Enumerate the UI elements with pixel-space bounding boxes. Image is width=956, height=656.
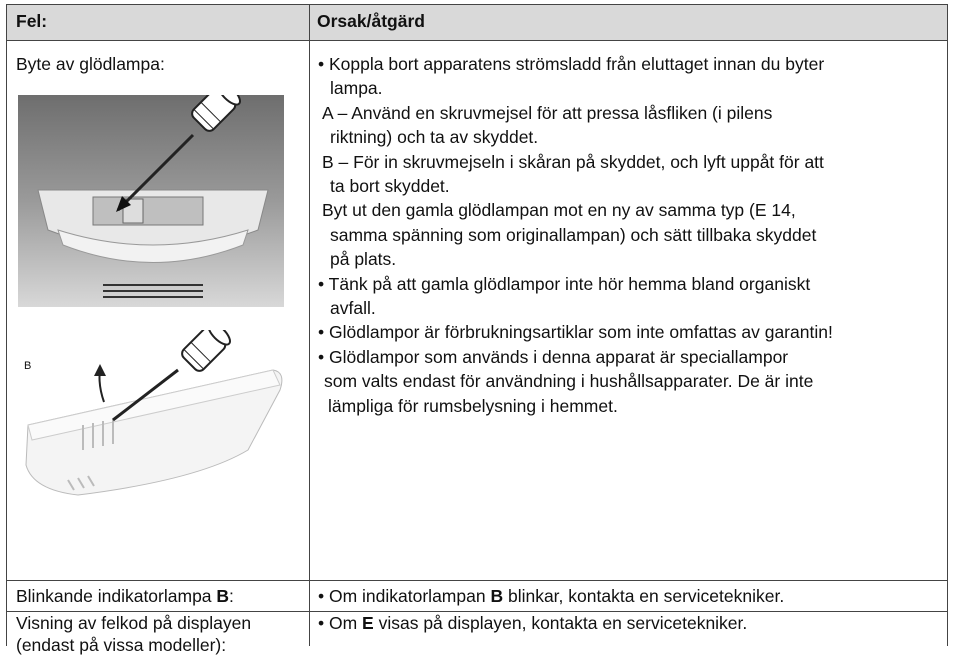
text-line: som valts endast för användning i hushål… <box>324 371 814 392</box>
text-line: • Glödlampor som används i denna apparat… <box>318 346 789 367</box>
text-line: Byt ut den gamla glödlampan mot en ny av… <box>322 200 796 221</box>
image-label: B <box>24 360 32 372</box>
text: Blinkande indikatorlampa <box>16 586 217 606</box>
text-line: • Tänk på att gamla glödlampor inte hör … <box>318 273 811 294</box>
text-bold: B <box>216 586 230 606</box>
text-bold: E <box>362 613 374 633</box>
text: visas på displayen, kontakta en servicet… <box>373 613 748 633</box>
illustration-a <box>18 95 284 307</box>
cause-cell: Blinkande indikatorlampa B: <box>16 584 234 608</box>
text-line: Visning av felkod på displayen <box>16 613 252 633</box>
text: blinkar, kontakta en servicetekniker. <box>503 586 785 606</box>
border <box>6 40 948 41</box>
border <box>947 4 948 646</box>
text-line: • Koppla bort apparatens strömsladd från… <box>318 54 825 74</box>
remedy-cell: • Om indikatorlampan B blinkar, kontakta… <box>318 584 784 608</box>
header-cell: Orsak/åtgärd <box>317 11 425 31</box>
text-line: lämpliga för rumsbelysning i hemmet. <box>328 395 618 416</box>
text: • Om indikatorlampan <box>318 586 491 606</box>
header-bg <box>6 4 947 40</box>
text-line: A – Använd en skruvmejsel för att pressa… <box>322 102 773 123</box>
text-line: avfall. <box>330 298 376 319</box>
text-line: • Glödlampor är förbrukningsartiklar som… <box>318 322 833 343</box>
cause-cell: Byte av glödlampa: <box>16 54 165 74</box>
border <box>309 4 310 646</box>
text-line: på plats. <box>330 249 397 270</box>
text-line: riktning) och ta av skyddet. <box>330 127 539 148</box>
header-cell: Fel: <box>16 11 48 31</box>
text-line: (endast på vissa modeller): <box>16 635 227 655</box>
illustration-b <box>25 330 283 496</box>
border <box>6 4 948 5</box>
border <box>6 4 7 646</box>
cause-cell: Visning av felkod på displayen (endast p… <box>16 612 251 656</box>
border <box>6 580 948 581</box>
text-line: samma spänning som originallampan) och s… <box>330 224 817 245</box>
text-line: lampa. <box>330 78 383 99</box>
border <box>6 611 948 612</box>
text-line: ta bort skyddet. <box>330 176 450 197</box>
text-line: B – För in skruvmejseln i skåran på skyd… <box>322 151 824 172</box>
remedy-cell: • Koppla bort apparatens strömsladd från… <box>318 52 833 418</box>
text: • Om <box>318 613 363 633</box>
text: : <box>229 586 234 606</box>
remedy-cell: • Om E visas på displayen, kontakta en s… <box>318 612 747 634</box>
text-bold: B <box>490 586 504 606</box>
